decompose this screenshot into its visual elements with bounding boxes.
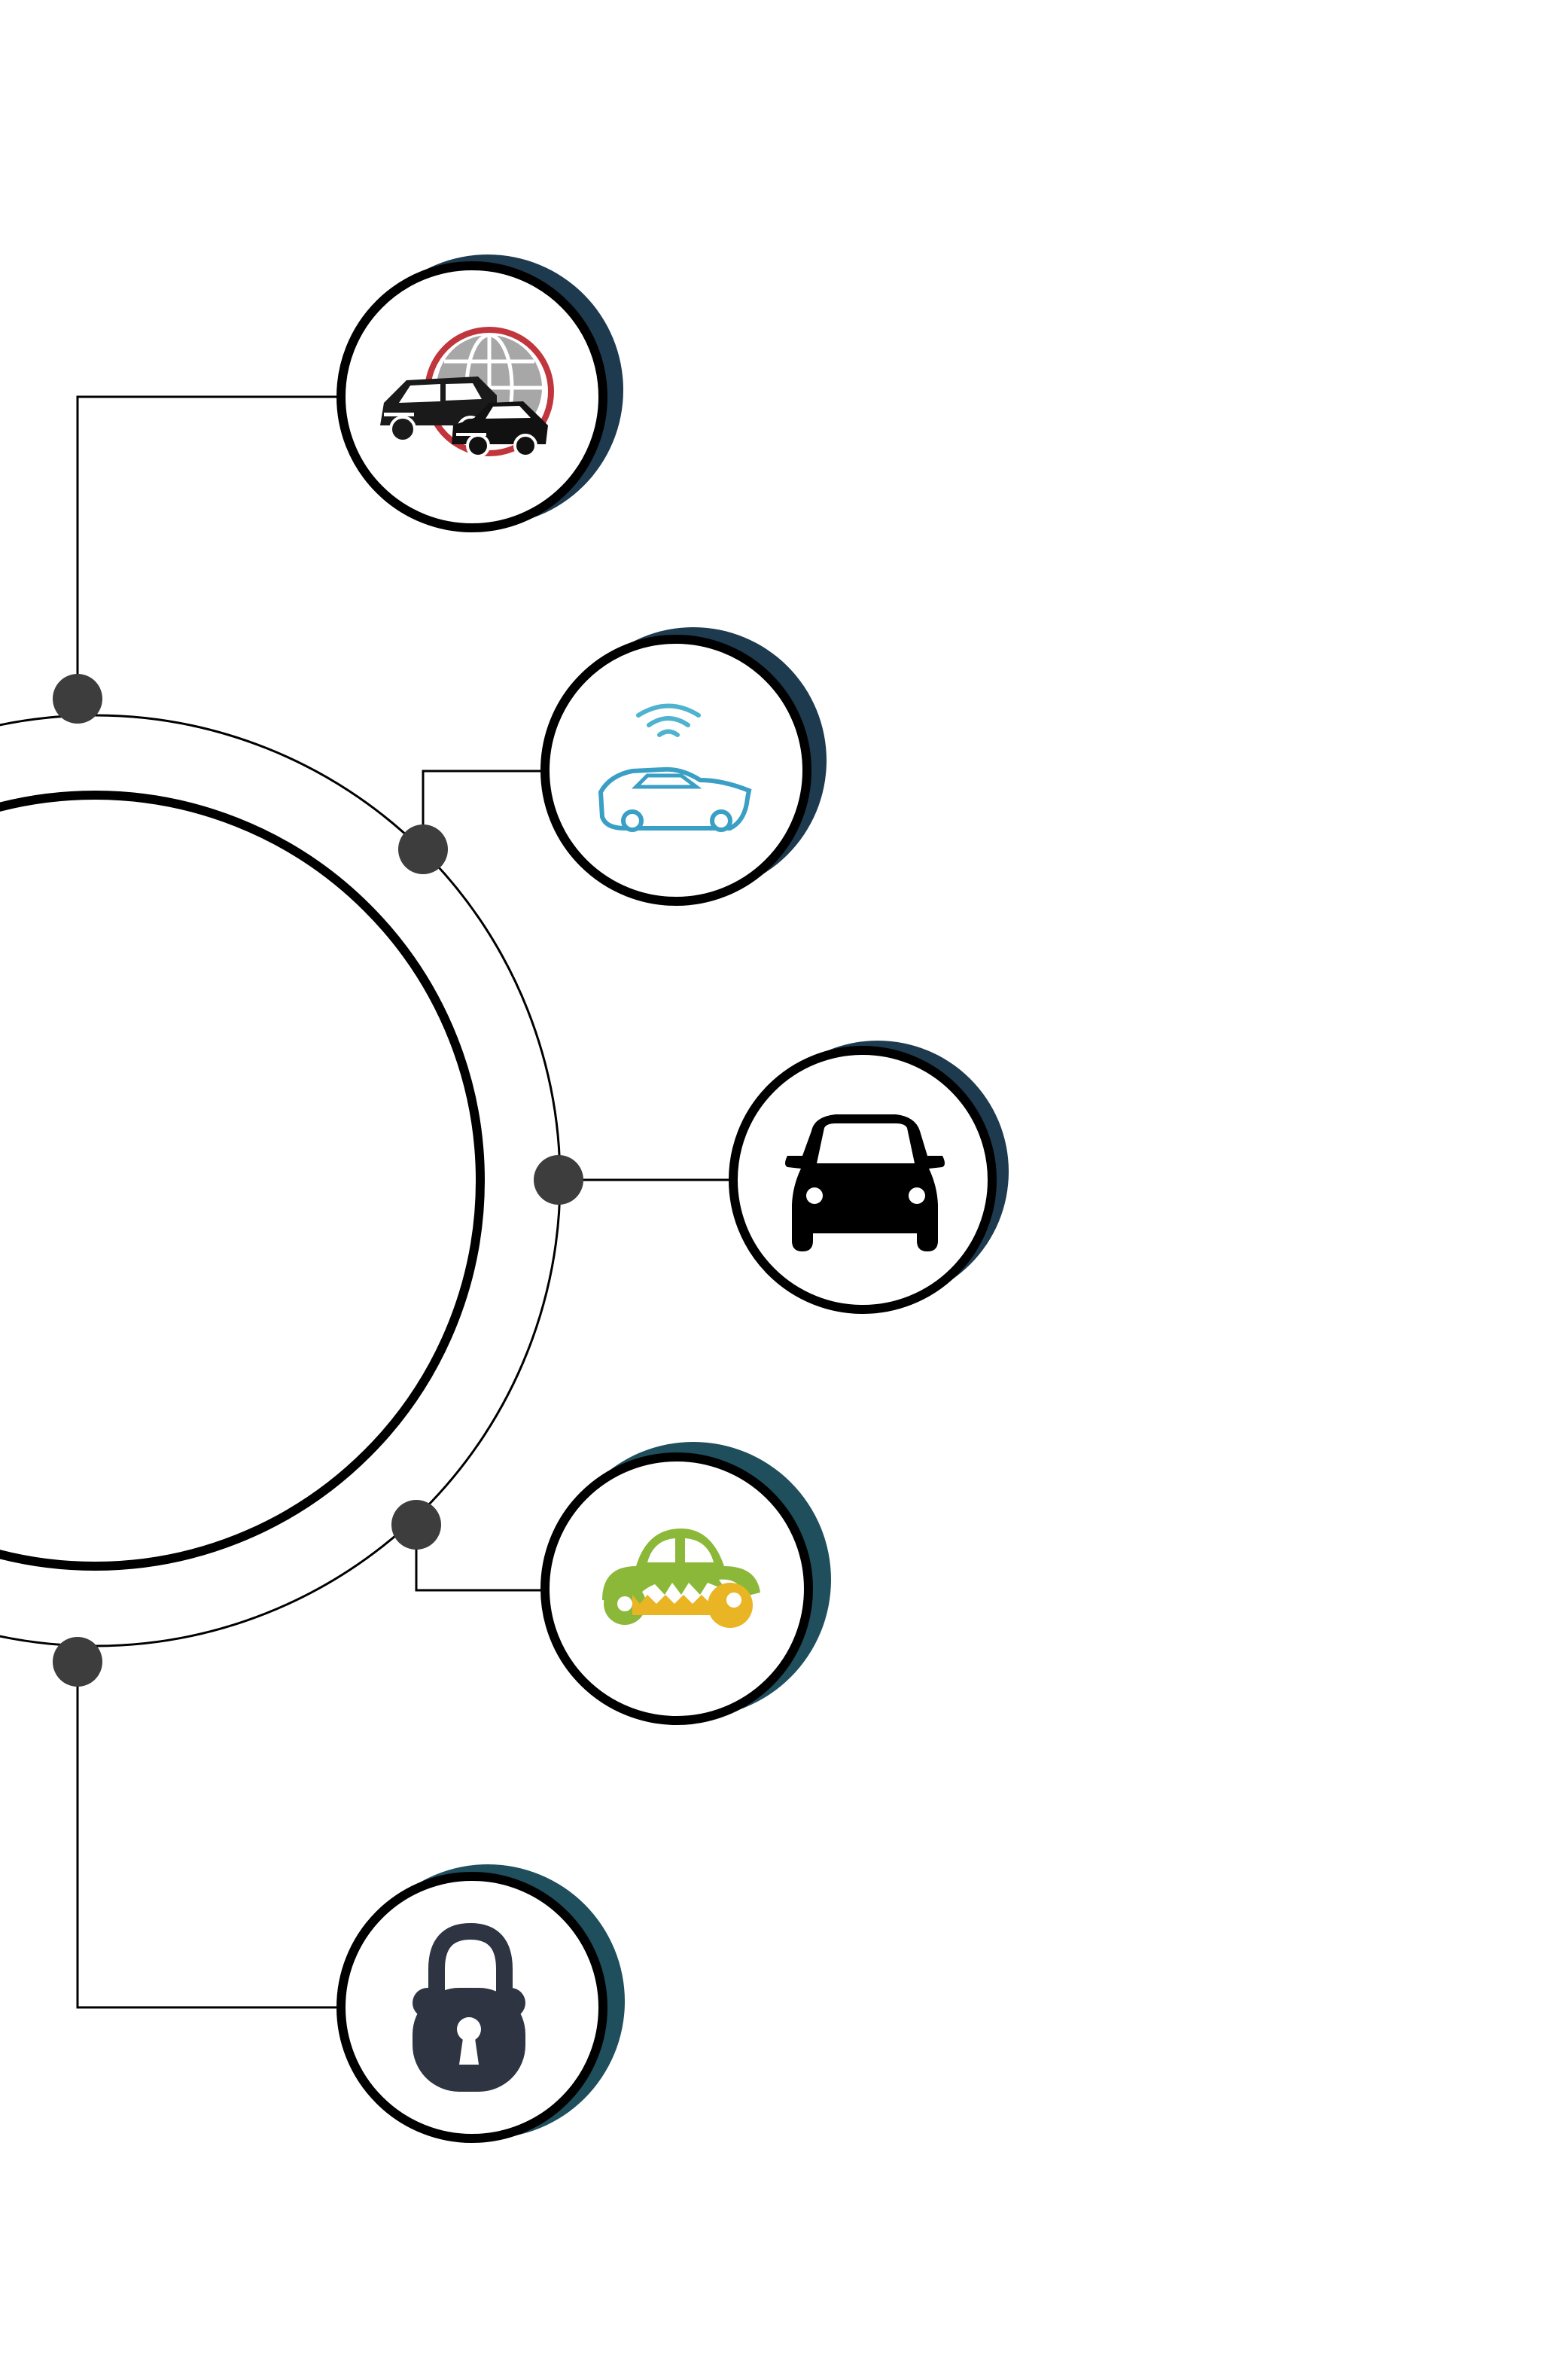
connector-connected-car [422, 770, 546, 849]
connection-dot [53, 674, 102, 724]
connectors [76, 395, 730, 2009]
car-key-node [540, 1442, 831, 1725]
connected-car-node [540, 627, 827, 906]
padlock-node [336, 1864, 625, 2143]
connector-padlock [76, 1662, 340, 2009]
hub [0, 714, 562, 1647]
connection-dot [53, 1637, 102, 1687]
car-front-icon [785, 1114, 945, 1251]
car-key-icon [602, 1529, 760, 1628]
hub-inner-ring [0, 791, 485, 1571]
wireless-connected-car-icon [598, 703, 752, 832]
padlock-icon [413, 1922, 525, 2092]
connector-fleet-globe [76, 395, 340, 699]
fleet-vehicles-globe-icon [380, 327, 554, 458]
fleet-globe-node [336, 255, 623, 532]
connection-dot [534, 1155, 583, 1205]
connection-dots [53, 674, 583, 1687]
connection-dot [391, 1500, 441, 1550]
connection-dot [398, 824, 448, 874]
car-front-node [729, 1041, 1009, 1314]
